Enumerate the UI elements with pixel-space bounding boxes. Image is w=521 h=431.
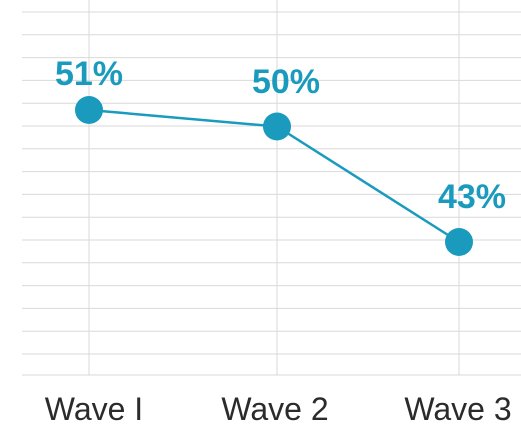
data-point-1 [75, 96, 103, 124]
data-label-2: 50% [252, 63, 320, 101]
data-label-1: 51% [55, 55, 123, 93]
data-labels: 51% 50% 43% [55, 55, 506, 216]
x-tick-label-1: Wave I [45, 391, 143, 427]
series-1 [75, 96, 473, 256]
x-axis-tick-labels: Wave I Wave 2 Wave 3 [45, 391, 512, 427]
data-label-3: 43% [438, 178, 506, 216]
x-tick-label-2: Wave 2 [221, 391, 328, 427]
data-point-3 [445, 228, 473, 256]
data-point-2 [263, 112, 291, 141]
x-tick-label-3: Wave 3 [404, 391, 511, 427]
